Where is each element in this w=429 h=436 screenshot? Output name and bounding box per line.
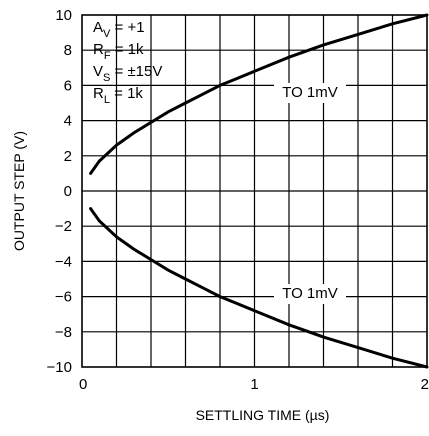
series-label-background bbox=[274, 83, 346, 103]
y-tick-label: −6 bbox=[55, 289, 72, 306]
series-curve-1 bbox=[89, 13, 429, 175]
y-tick-label: −8 bbox=[55, 324, 72, 341]
x-tick-label: 0 bbox=[79, 376, 87, 393]
y-tick-label: 2 bbox=[64, 148, 72, 165]
y-tick-label: 4 bbox=[64, 113, 72, 130]
y-tick-label: −2 bbox=[55, 218, 72, 235]
condition-label: VS = ±15V bbox=[93, 63, 162, 84]
condition-label: RL = 1k bbox=[93, 85, 143, 106]
curves bbox=[89, 13, 429, 369]
condition-label: AV = +1 bbox=[93, 19, 145, 40]
grid bbox=[82, 15, 427, 367]
y-axis-label: OUTPUT STEP (V) bbox=[11, 131, 27, 251]
x-tick-label: 1 bbox=[250, 376, 258, 393]
y-tick-label: 6 bbox=[64, 77, 72, 94]
x-tick-label: 2 bbox=[421, 376, 429, 393]
condition-label: RF = 1k bbox=[93, 41, 144, 62]
plot-frame bbox=[81, 14, 428, 368]
y-tick-label: −4 bbox=[55, 253, 72, 270]
y-tick-label: 10 bbox=[55, 7, 72, 24]
series-label-background bbox=[274, 284, 346, 304]
x-axis-label: SETTLING TIME (µs) bbox=[196, 407, 330, 423]
series-label: TO 1mV bbox=[282, 84, 338, 101]
series-curve-2 bbox=[89, 207, 429, 369]
y-tick-label: 0 bbox=[64, 183, 72, 200]
y-tick-label: 8 bbox=[64, 42, 72, 59]
y-tick-labels: −10 −8 −6 −4 −2 0 2 4 6 8 10 bbox=[47, 7, 72, 376]
series-label: TO 1mV bbox=[282, 285, 338, 302]
y-tick-label: −10 bbox=[47, 359, 72, 376]
x-tick-labels: 0 1 2 bbox=[79, 376, 429, 393]
